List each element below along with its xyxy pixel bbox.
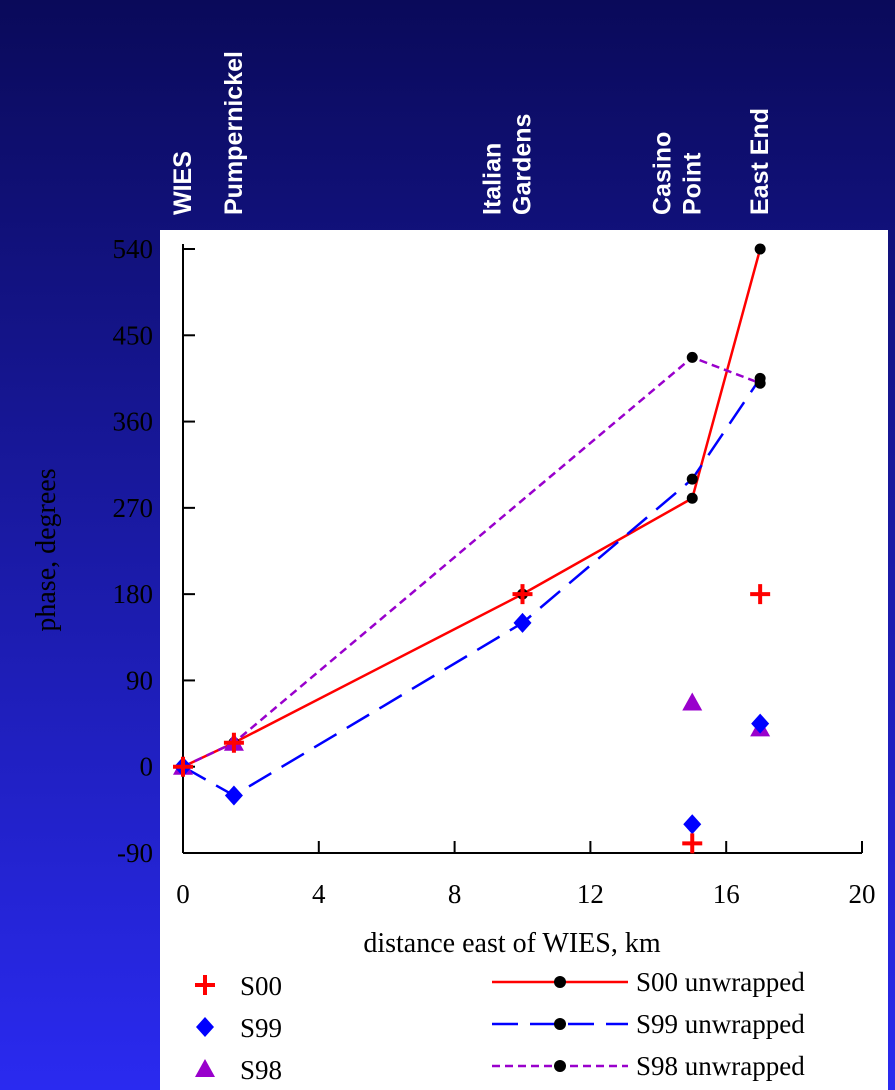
series-line [182, 355, 761, 768]
y-tick-label: 360 [113, 407, 154, 437]
station-label: Casino [648, 132, 676, 215]
marker-triangle [682, 692, 703, 711]
vertex-dot [686, 473, 698, 485]
marker-plus [195, 975, 215, 995]
x-tick-label: 16 [713, 879, 740, 909]
marker-plus [173, 756, 193, 777]
x-tick-label: 0 [176, 879, 190, 909]
station-label: Point [678, 152, 706, 215]
legend-label: S00 unwrapped [636, 967, 805, 997]
marker-shape [512, 584, 533, 605]
marker-plus [682, 833, 703, 854]
x-tick-label: 8 [448, 879, 462, 909]
marker-shape [173, 756, 193, 777]
marker-shape [195, 975, 215, 995]
marker-plus [512, 584, 533, 605]
marker-diamond [196, 1017, 214, 1037]
y-tick-label: 270 [113, 493, 154, 523]
y-tick-label: 450 [113, 320, 154, 350]
y-tick-label: 0 [140, 752, 154, 782]
marker-diamond [224, 785, 243, 806]
legend-label: S98 unwrapped [636, 1051, 805, 1081]
y-tick-label: -90 [117, 838, 153, 868]
plot-panel [160, 230, 888, 1090]
station-label: WIES [169, 151, 197, 215]
legend-label: S99 unwrapped [636, 1009, 805, 1039]
y-tick-label: 540 [113, 234, 154, 264]
x-tick-label: 20 [849, 879, 876, 909]
legend-label: S99 [240, 1013, 282, 1043]
vertex-dot [686, 351, 698, 363]
y-tick-label: 180 [113, 579, 154, 609]
marker-diamond [751, 713, 770, 734]
marker-diamond [683, 814, 702, 835]
legend-label: S98 [240, 1055, 282, 1085]
station-label: Gardens [509, 114, 537, 215]
legend-label: S00 [240, 971, 282, 1001]
marker-diamond [513, 612, 532, 633]
marker-shape [223, 732, 244, 753]
legend-dot [554, 976, 566, 988]
y-axis-label: phase, degrees [31, 468, 62, 631]
marker-shape [682, 833, 703, 854]
vertex-dot [754, 243, 766, 255]
marker-shape [750, 584, 771, 605]
legend-dot [554, 1018, 566, 1030]
y-tick-label: 90 [126, 665, 153, 695]
station-label: Pumpernickel [220, 51, 248, 215]
x-tick-label: 4 [312, 879, 326, 909]
marker-triangle [195, 1059, 215, 1077]
vertex-dot [686, 492, 698, 504]
vertex-dot [754, 377, 766, 389]
marker-plus [223, 732, 244, 753]
station-label: Italian [479, 143, 507, 215]
x-axis-label: distance east of WIES, km [363, 928, 661, 959]
station-label: East End [746, 108, 774, 215]
x-tick-label: 12 [577, 879, 604, 909]
legend-dot [554, 1060, 566, 1072]
marker-plus [750, 584, 771, 605]
